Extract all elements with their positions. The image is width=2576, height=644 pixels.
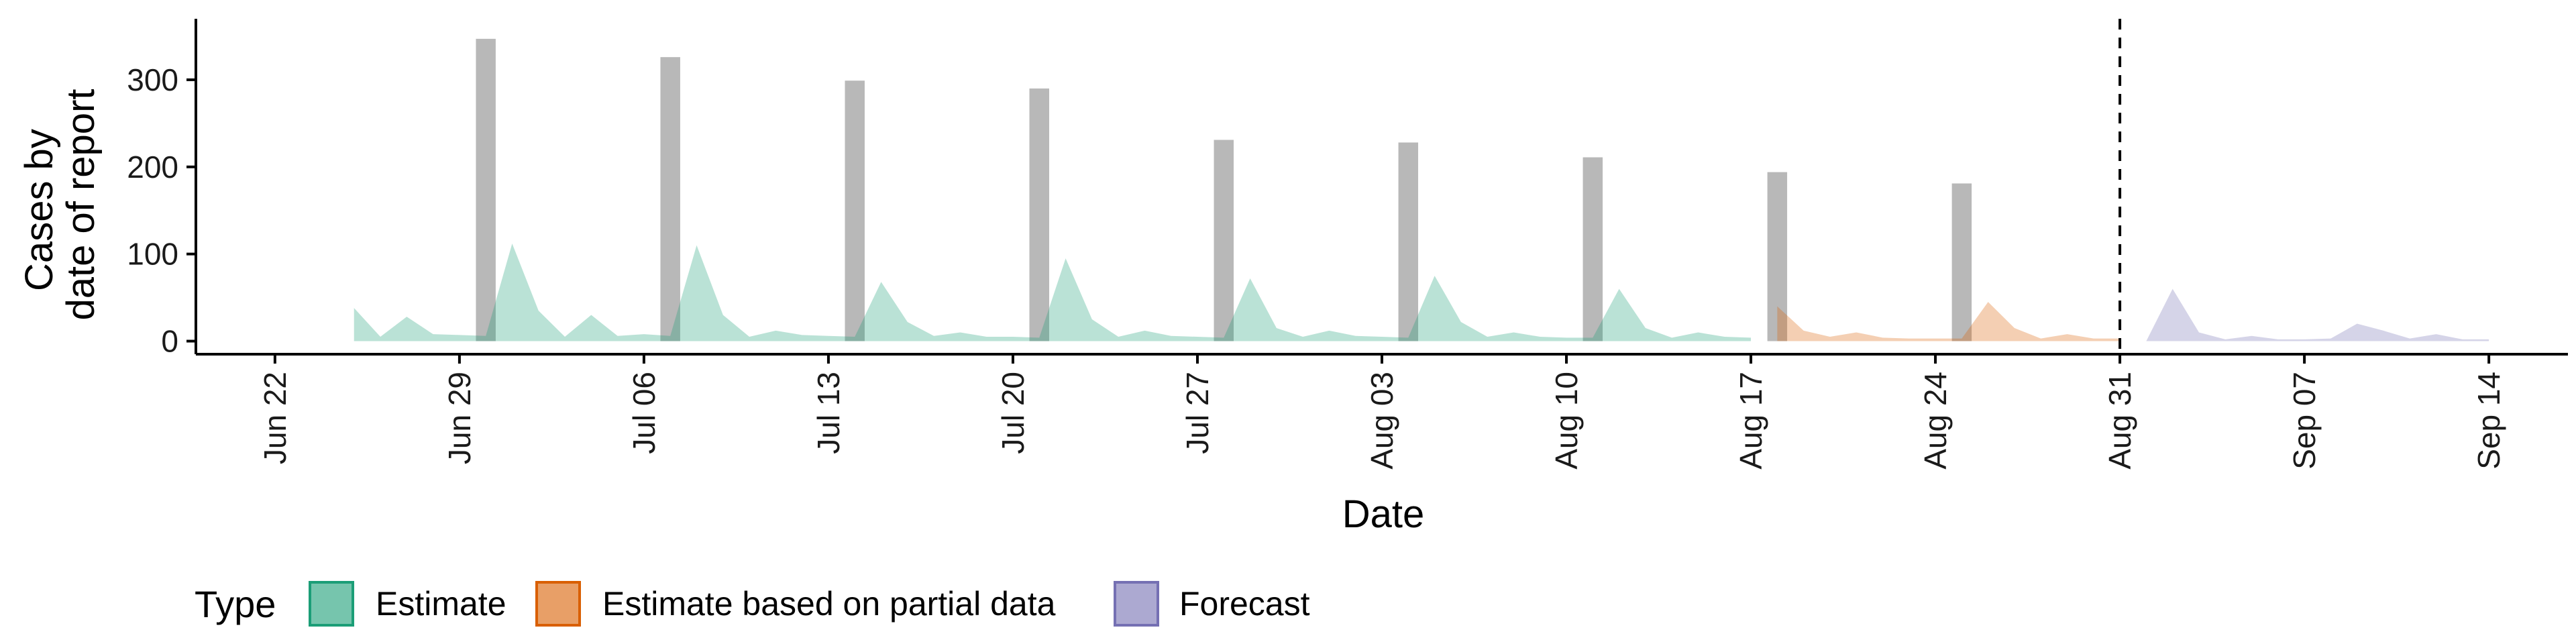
y-tick-label: 0 — [161, 324, 178, 359]
reported-bar — [845, 80, 865, 341]
estimate-areas — [354, 244, 2489, 341]
area-forecast — [2146, 288, 2489, 341]
y-tick-label: 100 — [127, 237, 178, 272]
legend-title: Type — [195, 583, 276, 625]
x-axis-title: Date — [1342, 492, 1425, 536]
y-tick-label: 200 — [127, 150, 178, 184]
reported-bar — [1767, 172, 1788, 341]
reported-bar — [1951, 183, 1972, 341]
y-axis-title-line-2: date of report — [59, 89, 103, 321]
y-axis-title: Cases by date of report — [17, 89, 103, 321]
x-tick-label: Aug 03 — [1364, 372, 1399, 470]
legend-label-partial: Estimate based on partial data — [602, 585, 1056, 623]
reported-bar — [1029, 88, 1049, 341]
y-tick-label: 300 — [127, 62, 178, 97]
x-tick-label: Sep 14 — [2471, 372, 2506, 470]
x-tick-label: Jul 13 — [811, 372, 846, 454]
x-tick-label: Jul 06 — [627, 372, 661, 454]
reported-bars — [476, 38, 1972, 341]
area-estimate-based-on-partial-data — [1777, 302, 2121, 341]
legend: Type Estimate Estimate based on partial … — [195, 581, 1310, 627]
legend-label-forecast: Forecast — [1179, 585, 1310, 623]
legend-swatch-partial — [535, 581, 581, 627]
x-tick-label: Jun 22 — [258, 372, 292, 464]
legend-swatch-estimate — [309, 581, 354, 627]
x-tick-label: Sep 07 — [2287, 372, 2322, 470]
x-tick-label: Jun 29 — [442, 372, 477, 464]
legend-swatch-forecast — [1114, 581, 1159, 627]
x-tick-label: Aug 10 — [1549, 372, 1584, 470]
reported-bar — [1582, 157, 1603, 341]
area-estimate — [354, 244, 1752, 341]
legend-label-estimate: Estimate — [376, 585, 506, 623]
x-tick-label: Aug 31 — [2102, 372, 2137, 470]
reported-bar — [1398, 142, 1419, 341]
x-tick-label: Jul 27 — [1180, 372, 1215, 454]
reported-bar — [660, 57, 680, 341]
reported-bar — [476, 38, 496, 341]
axes: 0 100 200 300 Jun 22 Jun 29 Jul 06 Jul 13 Jul 20… — [127, 19, 2568, 470]
x-tick-label: Aug 17 — [1733, 372, 1768, 470]
reported-bar — [1214, 140, 1234, 341]
y-axis-title-line-1: Cases by — [17, 129, 61, 291]
x-tick-label: Aug 24 — [1918, 372, 1953, 470]
x-tick-label: Jul 20 — [996, 372, 1030, 454]
